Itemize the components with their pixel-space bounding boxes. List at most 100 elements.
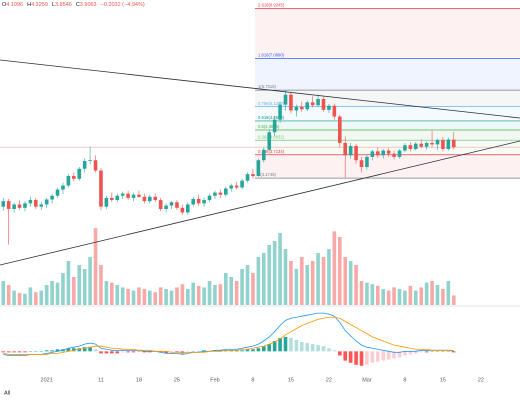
candle-body	[186, 204, 190, 213]
volume-bar	[196, 285, 201, 305]
candle-body	[403, 145, 407, 151]
x-tick-label: 15	[440, 377, 446, 383]
macd-histogram-bar	[365, 351, 369, 365]
volume-bar	[381, 289, 386, 305]
macd-histogram-bar	[44, 350, 49, 352]
candle-body	[158, 200, 163, 209]
volume-bar	[375, 285, 380, 305]
macd-histogram-bar	[359, 351, 364, 366]
candle-body	[126, 193, 130, 198]
candle-body	[229, 185, 234, 189]
volume-bar	[186, 289, 190, 305]
candle-body	[1, 201, 6, 207]
candle-body	[359, 160, 364, 168]
x-tick-label: 11	[98, 377, 104, 383]
candle-body	[305, 102, 310, 110]
candle-body	[12, 204, 16, 209]
fib-label: 0.5(4.3845)	[258, 124, 280, 129]
candle-body	[196, 198, 201, 204]
macd-histogram-bar	[310, 344, 315, 352]
candle-body	[240, 180, 244, 188]
candle-body	[72, 175, 76, 179]
candle-body	[289, 94, 293, 111]
candle-body	[50, 195, 54, 200]
volume-bar	[17, 293, 22, 305]
macd-histogram-bar	[66, 348, 71, 352]
x-tick-label: 18	[136, 377, 142, 383]
header-value: 3.8546	[55, 2, 72, 8]
fib-label: 0.618(4.6598)	[258, 115, 285, 120]
candle-body	[99, 170, 103, 207]
x-tick-label: Mar	[362, 377, 372, 383]
candle-body	[392, 153, 396, 157]
volume-bar	[61, 273, 65, 305]
candle-body	[213, 192, 217, 196]
macd-histogram-bar	[77, 348, 82, 352]
volume-bar	[332, 231, 337, 305]
header-value: 4.3259	[31, 2, 48, 8]
fib-band	[255, 154, 520, 179]
volume-bar	[142, 289, 147, 305]
candle-body	[61, 185, 65, 190]
candle-body	[375, 151, 380, 156]
volume-bar	[153, 292, 158, 305]
volume-bar	[191, 282, 196, 305]
fib-band	[255, 58, 520, 91]
volume-bar	[44, 285, 49, 305]
volume-bar	[327, 249, 331, 305]
volume-bar	[305, 265, 310, 305]
volume-bar	[310, 261, 315, 305]
volume-bar	[413, 290, 418, 305]
macd-histogram-bar	[370, 351, 375, 363]
volume-bar	[267, 245, 272, 305]
volume-bar	[50, 281, 54, 305]
x-tick-label: 25	[174, 377, 180, 383]
volume-bar	[1, 281, 6, 305]
macd-histogram-bar	[424, 351, 429, 353]
candle-body	[6, 201, 11, 209]
macd-histogram-bar	[55, 349, 60, 352]
volume-bar	[451, 295, 456, 305]
candle-body	[180, 207, 185, 213]
candle-body	[310, 102, 315, 106]
fib-band	[255, 8, 520, 59]
candle-body	[451, 139, 456, 148]
volume-bar	[180, 284, 185, 305]
macd-histogram-bar	[82, 347, 87, 352]
volume-bar	[419, 287, 424, 305]
candle-body	[131, 194, 136, 198]
volume-bar	[55, 282, 60, 305]
candle-body	[153, 196, 158, 201]
macd-histogram-bar	[12, 351, 16, 353]
volume-bar	[435, 285, 440, 305]
macd-histogram-bar	[99, 351, 103, 354]
volume-bar	[23, 293, 27, 305]
macd-histogram-bar	[261, 346, 266, 352]
macd-histogram-bar	[375, 351, 380, 362]
header-label: O	[2, 2, 7, 8]
candle-body	[104, 197, 109, 207]
macd-histogram-bar	[408, 351, 413, 355]
fib-label: 2.618(9.9245)	[258, 3, 285, 8]
header-change: −0.2032 (−4.94%)	[101, 2, 145, 8]
candle-body	[142, 196, 147, 202]
candle-body	[245, 174, 250, 181]
candle-body	[381, 150, 386, 156]
macd-histogram-bar	[126, 351, 130, 353]
volume-bar	[175, 287, 179, 305]
candle-body	[430, 142, 434, 145]
volume-bar	[408, 285, 413, 305]
volume-bar	[446, 281, 451, 305]
candle-body	[267, 132, 272, 150]
x-tick-label: 2021	[41, 377, 53, 383]
candle-body	[435, 140, 440, 145]
candle-body	[408, 145, 413, 149]
macd-histogram-bar	[256, 348, 261, 352]
volume-bar	[283, 249, 288, 305]
x-tick-label: 22	[326, 377, 332, 383]
volume-bar	[158, 287, 163, 305]
range-button[interactable]: All	[4, 390, 10, 396]
volume-bar	[202, 287, 206, 305]
macd-histogram-bar	[213, 350, 217, 352]
volume-bar	[110, 282, 114, 305]
